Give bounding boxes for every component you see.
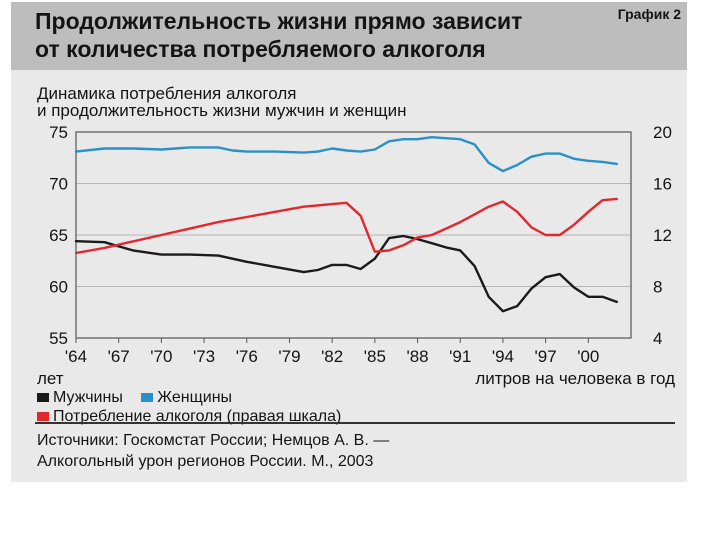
legend-label-men: Мужчины bbox=[53, 389, 123, 406]
y-left-tick-label: 70 bbox=[49, 175, 68, 194]
x-tick-label: '70 bbox=[150, 347, 172, 366]
legend-swatch-men bbox=[37, 393, 49, 403]
x-tick-label: '64 bbox=[65, 347, 87, 366]
y-right-tick-label: 20 bbox=[653, 123, 672, 142]
y-left-tick-label: 75 bbox=[49, 123, 68, 142]
x-tick-label: '85 bbox=[364, 347, 386, 366]
men-series-line bbox=[74, 234, 618, 313]
x-tick-label: '76 bbox=[236, 347, 258, 366]
sources-line-1: Источники: Госкомстат России; Немцов А. … bbox=[37, 432, 390, 449]
x-tick-label: '88 bbox=[406, 347, 428, 366]
legend-swatch-alcohol bbox=[37, 412, 49, 422]
sources-divider bbox=[35, 422, 675, 424]
x-tick-label: '82 bbox=[321, 347, 343, 366]
x-tick-label: '00 bbox=[577, 347, 599, 366]
y-right-tick-label: 12 bbox=[653, 226, 672, 245]
right-axis-unit: литров на человека в год bbox=[475, 369, 675, 388]
y-right-tick-label: 8 bbox=[653, 278, 662, 297]
plot-frame bbox=[75, 131, 632, 339]
left-axis-unit: лет bbox=[37, 369, 64, 388]
legend-label-women: Женщины bbox=[157, 389, 233, 406]
x-tick-label: '97 bbox=[535, 347, 557, 366]
x-tick-label: '79 bbox=[278, 347, 300, 366]
title-line-1: Продолжительность жизни прямо зависит bbox=[35, 8, 523, 34]
x-tick-label: '67 bbox=[108, 347, 130, 366]
legend-label-alcohol: Потребление алкоголя (правая шкала) bbox=[53, 408, 342, 425]
x-tick-label: '94 bbox=[492, 347, 514, 366]
chart-number-label: График 2 bbox=[617, 6, 681, 22]
y-left-tick-label: 55 bbox=[49, 329, 68, 348]
sources-line-2: Алкогольный урон регионов России. М., 20… bbox=[37, 453, 374, 470]
chart-header: Продолжительность жизни прямо зависит от… bbox=[11, 2, 687, 70]
y-right-tick-label: 16 bbox=[653, 175, 672, 194]
alcohol-series-line bbox=[74, 197, 618, 255]
subtitle-line-1: Динамика потребления алкоголя bbox=[37, 84, 297, 103]
legend-row-2: Потребление алкоголя (правая шкала) bbox=[37, 408, 341, 426]
x-tick-label: '91 bbox=[449, 347, 471, 366]
y-left-tick-label: 60 bbox=[49, 278, 68, 297]
subtitle-line-2: и продолжительность жизни мужчин и женщи… bbox=[37, 101, 407, 120]
y-left-tick-label: 65 bbox=[49, 226, 68, 245]
x-tick-label: '73 bbox=[193, 347, 215, 366]
women-series-line bbox=[74, 135, 618, 173]
y-right-tick-label: 4 bbox=[653, 329, 662, 348]
legend-row-1: Мужчины Женщины bbox=[37, 389, 232, 407]
legend-swatch-women bbox=[141, 393, 154, 403]
title-line-2: от количества потребляемого алкоголя bbox=[35, 36, 486, 62]
chart-panel: Продолжительность жизни прямо зависит от… bbox=[11, 2, 687, 482]
line-chart: 75 70 65 60 55 20 16 12 8 4 '64 '67 '70 '73 '76 '79 '8… bbox=[37, 123, 675, 388]
